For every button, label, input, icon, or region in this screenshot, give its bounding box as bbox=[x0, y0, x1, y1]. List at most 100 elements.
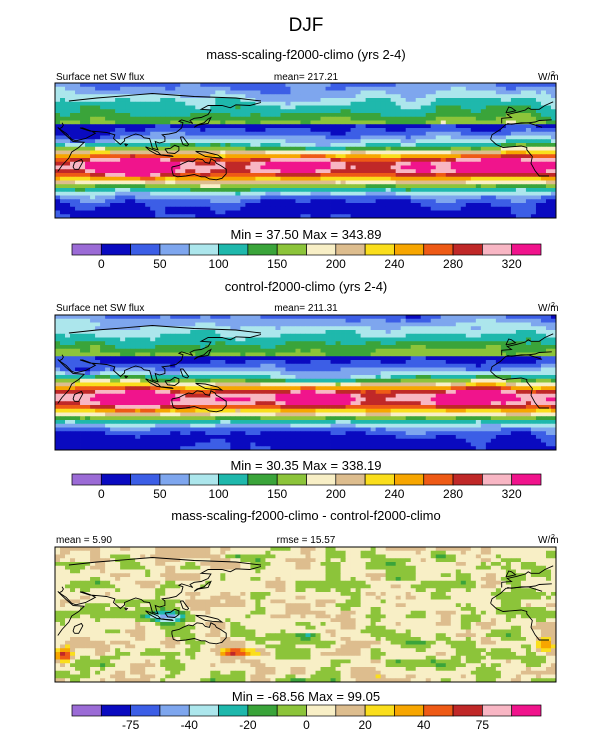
heatmap-cell bbox=[270, 161, 276, 166]
heatmap-cell bbox=[375, 337, 382, 342]
heatmap-cell bbox=[70, 146, 76, 151]
heatmap-cell bbox=[345, 345, 351, 350]
heatmap-cell bbox=[330, 188, 336, 193]
heatmap-cell bbox=[70, 195, 76, 200]
heatmap-cell bbox=[465, 214, 472, 219]
heatmap-cell bbox=[200, 135, 206, 140]
heatmap-cell bbox=[450, 203, 457, 208]
heatmap-cell bbox=[490, 199, 497, 204]
heatmap-cell bbox=[435, 360, 442, 365]
heatmap-cell bbox=[415, 330, 422, 335]
heatmap-cell bbox=[195, 337, 201, 342]
heatmap-cell bbox=[265, 315, 271, 320]
heatmap-cell bbox=[160, 330, 166, 335]
heatmap-cell bbox=[530, 90, 537, 95]
heatmap-cell bbox=[255, 105, 261, 110]
heatmap-cell bbox=[115, 105, 121, 110]
heatmap-cell bbox=[515, 210, 522, 215]
heatmap-cell bbox=[275, 86, 281, 91]
heatmap-cell bbox=[90, 113, 96, 118]
heatmap-cell bbox=[145, 135, 151, 140]
heatmap-cell bbox=[120, 105, 126, 110]
heatmap-cell bbox=[540, 165, 547, 170]
heatmap-cell bbox=[65, 337, 71, 342]
heatmap-cell bbox=[135, 199, 141, 204]
heatmap-cell bbox=[190, 146, 196, 151]
heatmap-cell bbox=[265, 109, 271, 114]
heatmap-cell bbox=[180, 146, 186, 151]
heatmap-cell bbox=[240, 146, 246, 151]
heatmap-cell bbox=[455, 116, 462, 121]
heatmap-cell bbox=[160, 363, 166, 368]
heatmap-cell bbox=[70, 352, 76, 357]
heatmap-cell bbox=[475, 86, 482, 91]
heatmap-cell bbox=[125, 128, 131, 133]
heatmap-cell bbox=[220, 139, 226, 144]
heatmap-cell bbox=[325, 337, 331, 342]
heatmap-cell bbox=[540, 180, 547, 185]
heatmap-cell bbox=[270, 206, 276, 211]
heatmap-cell bbox=[310, 203, 316, 208]
heatmap-cell bbox=[245, 195, 251, 200]
heatmap-cell bbox=[505, 165, 512, 170]
heatmap-cell bbox=[255, 191, 261, 196]
heatmap-cell bbox=[60, 341, 66, 346]
heatmap-cell bbox=[215, 176, 221, 181]
heatmap-cell bbox=[445, 161, 452, 166]
heatmap-cell bbox=[345, 154, 351, 159]
heatmap-cell bbox=[370, 124, 377, 129]
heatmap-cell bbox=[320, 360, 326, 365]
heatmap-cell bbox=[400, 318, 407, 323]
heatmap-cell bbox=[280, 109, 286, 114]
heatmap-cell bbox=[550, 154, 557, 159]
heatmap-cell bbox=[125, 146, 131, 151]
heatmap-cell bbox=[535, 191, 542, 196]
heatmap-cell bbox=[235, 341, 241, 346]
heatmap-cell bbox=[380, 90, 387, 95]
heatmap-cell bbox=[520, 341, 527, 346]
heatmap-cell bbox=[470, 98, 477, 103]
heatmap-cell bbox=[345, 180, 351, 185]
heatmap-cell bbox=[190, 150, 196, 155]
heatmap-cell bbox=[220, 195, 226, 200]
heatmap-cell bbox=[400, 105, 407, 110]
heatmap-cell bbox=[235, 83, 241, 88]
heatmap-cell bbox=[315, 98, 321, 103]
heatmap-cell bbox=[400, 154, 407, 159]
heatmap-cell bbox=[100, 345, 106, 350]
heatmap-cell bbox=[380, 98, 387, 103]
heatmap-cell bbox=[485, 150, 492, 155]
heatmap-cell bbox=[485, 322, 492, 327]
heatmap-cell bbox=[515, 341, 522, 346]
heatmap-cell bbox=[180, 363, 186, 368]
heatmap-cell bbox=[205, 345, 211, 350]
heatmap-cell bbox=[330, 173, 336, 178]
heatmap-cell bbox=[345, 318, 351, 323]
heatmap-cell bbox=[275, 158, 281, 163]
heatmap-cell bbox=[160, 360, 166, 365]
heatmap-cell bbox=[110, 135, 116, 140]
heatmap-cell bbox=[380, 352, 387, 357]
heatmap-cell bbox=[110, 341, 116, 346]
heatmap-cell bbox=[95, 203, 101, 208]
heatmap-cell bbox=[110, 143, 116, 148]
heatmap-cell bbox=[245, 135, 251, 140]
heatmap-cell bbox=[125, 363, 131, 368]
heatmap-cell bbox=[520, 139, 527, 144]
heatmap-cell bbox=[355, 146, 362, 151]
heatmap-cell bbox=[240, 124, 246, 129]
heatmap-cell bbox=[155, 188, 161, 193]
heatmap-cell bbox=[450, 352, 457, 357]
heatmap-cell bbox=[550, 333, 557, 338]
heatmap-cell bbox=[430, 169, 437, 174]
heatmap-cell bbox=[255, 135, 261, 140]
heatmap-cell bbox=[450, 128, 457, 133]
heatmap-cell bbox=[155, 165, 161, 170]
heatmap-cell bbox=[485, 188, 492, 193]
heatmap-cell bbox=[385, 176, 392, 181]
heatmap-cell bbox=[65, 210, 71, 215]
heatmap-cell bbox=[320, 195, 326, 200]
heatmap-cell bbox=[275, 206, 281, 211]
heatmap-cell bbox=[75, 326, 81, 331]
heatmap-cell bbox=[85, 214, 91, 219]
